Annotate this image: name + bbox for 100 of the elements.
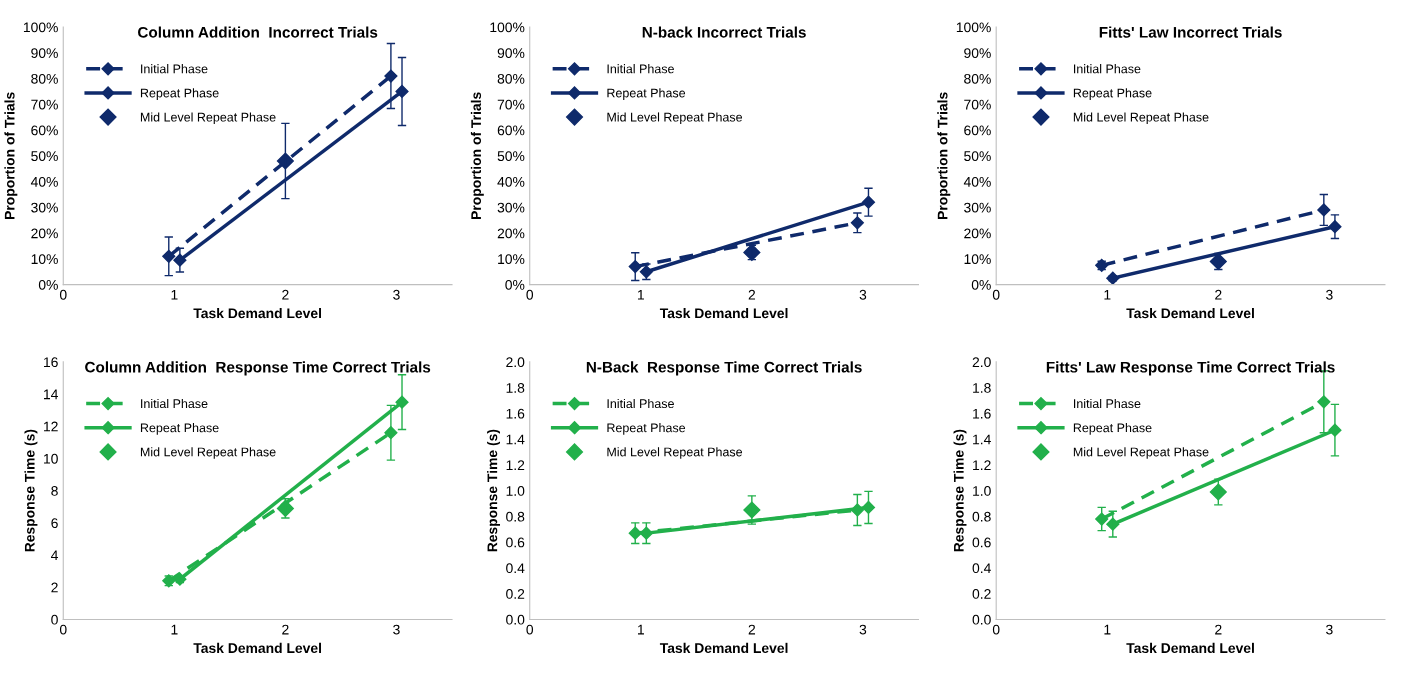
y-tick-label: 1.2 bbox=[973, 460, 991, 470]
x-tick-label: 0 bbox=[992, 289, 1000, 300]
y-tick-label: 0.4 bbox=[972, 563, 991, 574]
y-tick-label: 1.2 bbox=[506, 460, 525, 470]
y-tick-label: 1.0 bbox=[973, 486, 991, 496]
y-tick-label: 40% bbox=[30, 176, 58, 187]
y-tick-label: 1.0 bbox=[506, 486, 525, 496]
y-tick-label: 100% bbox=[956, 22, 991, 33]
y-tick-label: 1.8 bbox=[506, 382, 525, 393]
y-tick-label: 2.0 bbox=[972, 357, 991, 368]
legend-label: Repeat Phase bbox=[607, 88, 686, 100]
y-tick-label: 0.0 bbox=[506, 614, 525, 625]
y-tick-label: 70% bbox=[964, 99, 991, 110]
y-axis-title: Response Time (s) bbox=[487, 429, 501, 552]
x-tick-label: 3 bbox=[1326, 289, 1333, 300]
y-tick-label: 40% bbox=[497, 176, 525, 187]
y-tick-label: 50% bbox=[497, 151, 525, 162]
chart-title: N-Back Response Time Correct Trials bbox=[586, 361, 862, 376]
chart-title: Fitts' Law Incorrect Trials bbox=[1099, 26, 1282, 38]
y-tick-label: 10% bbox=[31, 254, 58, 265]
y-tick-label: 0.8 bbox=[506, 511, 525, 522]
x-tick-label: 3 bbox=[1326, 624, 1333, 635]
y-tick-label: 0.6 bbox=[506, 537, 525, 548]
x-tick-label: 2 bbox=[748, 289, 756, 300]
y-tick-label: 1.4 bbox=[973, 434, 991, 445]
legend-label: Mid Level Repeat Phase bbox=[140, 112, 276, 125]
legend-label: Repeat Phase bbox=[1073, 423, 1152, 435]
y-tick-label: 0% bbox=[38, 279, 58, 290]
legend-label: Mid Level Repeat Phase bbox=[1073, 112, 1209, 125]
y-tick-label: 1.6 bbox=[973, 408, 991, 419]
x-tick-label: 1 bbox=[637, 624, 644, 635]
x-tick-label: 3 bbox=[393, 624, 400, 635]
legend-label: Repeat Phase bbox=[607, 423, 686, 435]
y-tick-label: 14 bbox=[44, 389, 58, 400]
y-tick-label: 50% bbox=[964, 151, 991, 162]
y-tick-label: 0% bbox=[505, 279, 525, 290]
y-tick-label: 2 bbox=[51, 582, 58, 593]
y-tick-label: 30% bbox=[964, 202, 991, 213]
y-tick-label: 1.4 bbox=[506, 434, 525, 445]
y-tick-label: 40% bbox=[963, 176, 991, 187]
y-tick-label: 0.2 bbox=[506, 589, 525, 599]
y-tick-label: 30% bbox=[31, 202, 58, 213]
y-axis-title: Proportion of Trials bbox=[937, 92, 951, 219]
legend-label: Mid Level Repeat Phase bbox=[607, 447, 743, 459]
chart-title: Column Addition Incorrect Trials bbox=[138, 26, 378, 38]
y-tick-label: 20% bbox=[964, 228, 991, 239]
y-axis-title: Proportion of Trials bbox=[4, 92, 18, 219]
y-tick-label: 90% bbox=[964, 48, 991, 58]
x-tick-label: 0 bbox=[59, 624, 67, 635]
y-tick-label: 20% bbox=[497, 228, 525, 239]
x-axis-title: Task Demand Level bbox=[193, 642, 321, 654]
y-tick-label: 10 bbox=[44, 453, 58, 464]
y-tick-label: 1.6 bbox=[506, 408, 525, 419]
x-tick-label: 2 bbox=[748, 624, 756, 635]
x-tick-label: 1 bbox=[1104, 290, 1111, 300]
y-tick-label: 0.0 bbox=[972, 614, 991, 625]
y-axis-title: Proportion of Trials bbox=[470, 92, 484, 219]
x-tick-label: 3 bbox=[859, 624, 867, 635]
chart-title: Fitts' Law Response Time Correct Trials bbox=[1046, 361, 1335, 376]
legend-label: Repeat Phase bbox=[140, 423, 219, 435]
legend-label: Mid Level Repeat Phase bbox=[607, 112, 743, 125]
legend-label: Mid Level Repeat Phase bbox=[140, 447, 276, 459]
legend-label: Initial Phase bbox=[1074, 398, 1141, 409]
y-tick-label: 80% bbox=[31, 73, 58, 84]
y-tick-label: 8 bbox=[51, 486, 58, 496]
x-axis-title: Task Demand Level bbox=[193, 308, 321, 319]
legend-label: Repeat Phase bbox=[1073, 88, 1152, 100]
y-tick-label: 60% bbox=[964, 125, 991, 136]
y-tick-label: 4 bbox=[51, 550, 58, 561]
x-tick-label: 1 bbox=[171, 624, 178, 635]
y-tick-label: 0.6 bbox=[972, 537, 991, 548]
y-tick-label: 70% bbox=[497, 99, 525, 110]
y-axis-title: Response Time (s) bbox=[953, 429, 967, 552]
x-tick-label: 1 bbox=[171, 290, 178, 300]
x-tick-label: 0 bbox=[526, 624, 534, 635]
x-tick-label: 2 bbox=[1215, 289, 1222, 300]
y-tick-label: 30% bbox=[497, 202, 525, 213]
y-tick-label: 0.8 bbox=[972, 511, 991, 522]
legend-label: Initial Phase bbox=[141, 64, 208, 74]
legend-label: Initial Phase bbox=[141, 398, 208, 409]
y-tick-label: 10% bbox=[498, 254, 525, 265]
y-tick-label: 20% bbox=[31, 228, 58, 239]
y-tick-label: 6 bbox=[51, 518, 58, 529]
y-tick-label: 80% bbox=[964, 73, 991, 84]
legend-label: Initial Phase bbox=[1074, 64, 1141, 74]
y-tick-label: 2.0 bbox=[506, 357, 525, 368]
legend-label: Repeat Phase bbox=[140, 88, 219, 100]
y-tick-label: 100% bbox=[490, 22, 525, 33]
y-tick-label: 16 bbox=[44, 357, 58, 368]
x-axis-title: Task Demand Level bbox=[659, 642, 788, 654]
y-tick-label: 70% bbox=[31, 99, 58, 110]
y-tick-label: 0% bbox=[971, 279, 991, 290]
chart-title: Column Addition Response Time Correct Trials bbox=[85, 361, 431, 376]
x-tick-label: 0 bbox=[992, 624, 1000, 635]
x-tick-label: 2 bbox=[1215, 624, 1222, 635]
x-tick-label: 3 bbox=[393, 289, 400, 300]
y-tick-label: 80% bbox=[497, 73, 525, 84]
y-tick-label: 50% bbox=[31, 151, 58, 162]
y-tick-label: 90% bbox=[497, 48, 525, 58]
y-tick-label: 60% bbox=[497, 125, 525, 136]
